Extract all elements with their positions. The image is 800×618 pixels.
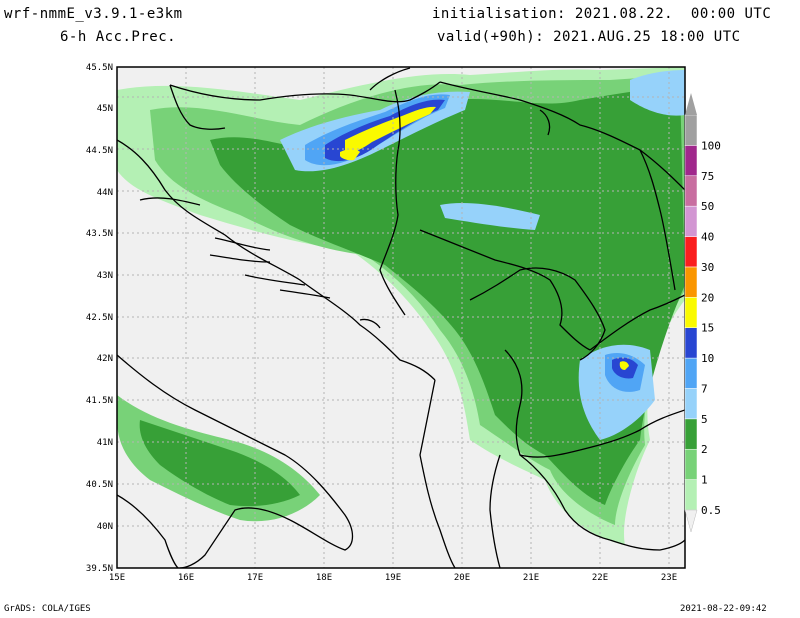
valid-time: valid(+90h): 2021.AUG.25 18:00 UTC <box>437 29 741 45</box>
colorbar-swatch <box>684 388 698 420</box>
precip-area-15 <box>345 106 436 153</box>
colorbar-swatch <box>684 418 698 450</box>
colorbar-swatch <box>684 479 698 511</box>
lat-label: 43N <box>97 271 113 281</box>
colorbar-top-arrow <box>685 93 697 115</box>
footer-timestamp: 2021-08-22-09:42 <box>680 604 767 614</box>
init-time: initialisation: 2021.08.22. 00:00 UTC <box>432 6 772 22</box>
colorbar-label: 5 <box>701 413 708 426</box>
colorbar-label: 50 <box>701 200 714 213</box>
colorbar-swatch <box>684 266 698 298</box>
lat-label: 45.5N <box>86 63 113 73</box>
lon-label: 20E <box>454 573 470 583</box>
colorbar-label: 2 <box>701 443 708 456</box>
colorbar: 0.5 1 2 5 7 10 15 20 30 40 50 75 100 <box>684 93 721 533</box>
lon-label: 15E <box>109 573 125 583</box>
colorbar-swatch <box>684 357 698 389</box>
precip-area-5b <box>440 203 540 230</box>
colorbar-label: 10 <box>701 352 714 365</box>
lon-label: 18E <box>316 573 332 583</box>
colorbar-bottom-arrow <box>684 509 698 533</box>
precipitation-field <box>117 67 685 545</box>
colorbar-label: 0.5 <box>701 504 721 517</box>
colorbar-swatch <box>684 175 698 207</box>
precip-area-5d <box>630 70 685 116</box>
model-title: wrf-nmmE_v3.9.1-e3km <box>4 6 183 22</box>
colorbar-swatch <box>684 448 698 480</box>
lat-label: 43.5N <box>86 229 113 239</box>
colorbar-label: 7 <box>701 382 708 395</box>
colorbar-label: 100 <box>701 139 721 152</box>
coastlines-borders <box>117 67 685 568</box>
longitude-labels: 15E 16E 17E 18E 19E 20E 21E 22E 23E <box>109 573 677 583</box>
precip-area-15c <box>619 361 629 370</box>
colorbar-label: 75 <box>701 170 714 183</box>
footer-credit: GrADS: COLA/IGES <box>4 604 91 614</box>
precip-area-2 <box>210 85 685 505</box>
colorbar-label: 40 <box>701 231 714 244</box>
lon-label: 17E <box>247 573 263 583</box>
lat-label: 42N <box>97 354 113 364</box>
colorbar-swatch <box>684 327 698 359</box>
colorbar-swatch <box>684 236 698 268</box>
lat-label: 41N <box>97 438 113 448</box>
lat-label: 41.5N <box>86 396 113 406</box>
lon-label: 19E <box>385 573 401 583</box>
field-title: 6-h Acc.Prec. <box>60 29 177 45</box>
lat-label: 42.5N <box>86 313 113 323</box>
precip-area-15b <box>340 149 360 161</box>
lat-label: 45N <box>97 104 113 114</box>
colorbar-label: 15 <box>701 322 714 335</box>
colorbar-swatch <box>684 114 698 146</box>
lat-label: 40N <box>97 522 113 532</box>
colorbar-label: 1 <box>701 474 708 487</box>
lat-label: 44.5N <box>86 146 113 156</box>
colorbar-label: 30 <box>701 261 714 274</box>
lon-label: 22E <box>592 573 608 583</box>
colorbar-swatch <box>684 297 698 328</box>
lon-label: 16E <box>178 573 194 583</box>
lon-label: 21E <box>523 573 539 583</box>
lon-label: 23E <box>661 573 677 583</box>
latitude-labels: 45.5N 45N 44.5N 44N 43.5N 43N 42.5N 42N … <box>86 63 113 574</box>
precip-area-south2 <box>139 420 300 507</box>
colorbar-swatch <box>684 145 698 177</box>
colorbar-swatch <box>684 205 698 237</box>
colorbar-label: 20 <box>701 291 714 304</box>
lat-label: 39.5N <box>86 564 113 574</box>
lat-label: 44N <box>97 188 113 198</box>
lat-label: 40.5N <box>86 480 113 490</box>
